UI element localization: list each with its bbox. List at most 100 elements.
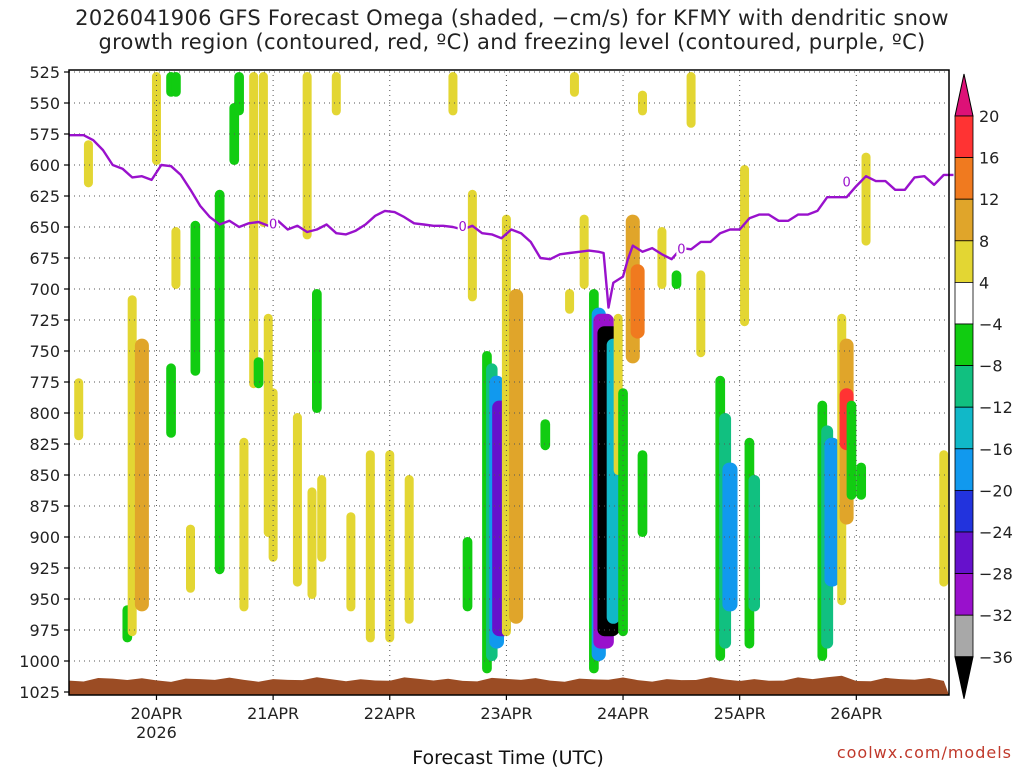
omega-cell — [618, 388, 628, 637]
y-axis-ticks: 525 550 575 600 625 650 675 700 725 750 775 800 825 8… — [19, 63, 69, 702]
colorbar-label: −16 — [979, 440, 1013, 459]
colorbar: 20 16 12 8 4 −4 −8 −12 −16 −20 −24 −28 −32 −36 — [954, 73, 1013, 699]
y-tick-label: 750 — [29, 342, 60, 361]
omega-cell — [637, 90, 647, 116]
omega-cell — [740, 165, 750, 327]
omega-cell — [166, 363, 176, 438]
y-tick-label: 1000 — [19, 652, 60, 671]
omega-cell — [83, 140, 93, 188]
title-line-2: growth region (contoured, red, ºC) and f… — [98, 30, 926, 54]
x-tick-label: 21APR — [247, 704, 299, 723]
colorbar-segment — [954, 406, 974, 450]
omega-cell — [448, 72, 458, 116]
y-tick-label: 625 — [29, 187, 60, 206]
colorbar-segment — [954, 281, 974, 325]
colorbar-segment — [954, 448, 974, 491]
y-tick-label: 525 — [29, 63, 60, 82]
omega-cell — [385, 450, 395, 643]
colorbar-segment — [954, 115, 974, 158]
omega-cell — [365, 450, 375, 643]
colorbar-label: 12 — [979, 190, 999, 209]
omega-cell — [317, 475, 327, 562]
y-tick-label: 850 — [29, 466, 60, 485]
omega-cell — [569, 72, 579, 97]
chart-title: 2026041906 GFS Forecast Omega (shaded, −… — [0, 6, 1024, 54]
colorbar-segment — [954, 157, 974, 200]
y-tick-label: 550 — [29, 94, 60, 113]
x-tick-label: 25APR — [714, 704, 766, 723]
colorbar-label: 4 — [979, 273, 989, 292]
omega-cell — [134, 338, 149, 612]
y-tick-label: 700 — [29, 280, 60, 299]
omega-cell — [186, 524, 195, 593]
omega-cell — [331, 72, 341, 116]
y-tick-label: 600 — [29, 156, 60, 175]
y-tick-label: 1025 — [19, 683, 60, 702]
y-tick-label: 650 — [29, 218, 60, 237]
omega-cell — [312, 289, 322, 413]
omega-cell — [509, 289, 524, 624]
omega-cell — [258, 72, 268, 227]
y-tick-label: 875 — [29, 497, 60, 516]
colorbar-segment — [954, 614, 974, 658]
freezing-label-bg — [676, 241, 687, 256]
freezing-label-bg — [841, 174, 852, 189]
y-tick-label: 575 — [29, 125, 60, 144]
terrain-band — [69, 675, 949, 695]
omega-cell — [637, 450, 648, 537]
freezing-level-layer: 0 0 0 0 — [69, 133, 954, 309]
colorbar-label: −8 — [979, 357, 1003, 376]
y-tick-label: 925 — [29, 559, 60, 578]
y-tick-label: 950 — [29, 590, 60, 609]
credit-text: coolwx.com/models — [837, 743, 1012, 762]
omega-cell — [307, 487, 317, 599]
colorbar-label: 20 — [979, 107, 999, 126]
y-tick-label: 800 — [29, 404, 60, 423]
colorbar-label: 16 — [979, 149, 999, 168]
colorbar-segment — [954, 198, 974, 242]
colorbar-segment — [954, 240, 974, 283]
y-tick-label: 900 — [29, 528, 60, 547]
x-tick-sublabel: 2026 — [136, 723, 177, 742]
colorbar-top-triangle — [954, 73, 974, 117]
colorbar-bottom-triangle — [954, 656, 974, 699]
colorbar-label: 8 — [979, 232, 989, 251]
y-tick-label: 975 — [29, 621, 60, 640]
colorbar-label: −20 — [979, 481, 1013, 500]
omega-cell — [74, 378, 84, 441]
colorbar-label: −36 — [979, 648, 1013, 667]
x-tick-label: 22APR — [364, 704, 416, 723]
colorbar-label: −28 — [979, 565, 1013, 584]
omega-cell — [748, 475, 761, 612]
omega-cell — [540, 419, 551, 451]
freezing-level-label: 0 — [459, 220, 467, 235]
omega-cell — [696, 270, 706, 358]
omega-cell — [462, 537, 473, 612]
omega-cell — [234, 72, 244, 116]
colorbar-label: −24 — [979, 523, 1013, 542]
colorbar-label: −4 — [979, 315, 1003, 334]
omega-cell — [939, 450, 949, 587]
y-tick-label: 725 — [29, 311, 60, 330]
omega-cell — [630, 264, 645, 339]
x-tick-label: 23APR — [480, 704, 532, 723]
omega-cell — [346, 512, 356, 612]
colorbar-segment — [954, 573, 974, 616]
colorbar-segment — [954, 531, 974, 574]
freezing-level-label: 0 — [269, 218, 277, 233]
omega-cell — [171, 227, 181, 289]
freezing-level-line — [69, 133, 954, 309]
omega-cell — [249, 72, 259, 389]
x-tick-label: 24APR — [597, 704, 649, 723]
omega-cell — [171, 72, 181, 97]
freezing-label-bg — [457, 219, 468, 233]
omega-cell — [856, 462, 867, 500]
omega-cell — [292, 413, 302, 587]
x-tick-label: 26APR — [830, 704, 882, 723]
omega-cell — [239, 437, 249, 612]
title-line-1: 2026041906 GFS Forecast Omega (shaded, −… — [75, 6, 949, 30]
omega-cell — [671, 270, 682, 289]
y-tick-label: 675 — [29, 249, 60, 268]
omega-cell — [151, 72, 161, 165]
freezing-level-label: 0 — [842, 175, 850, 190]
